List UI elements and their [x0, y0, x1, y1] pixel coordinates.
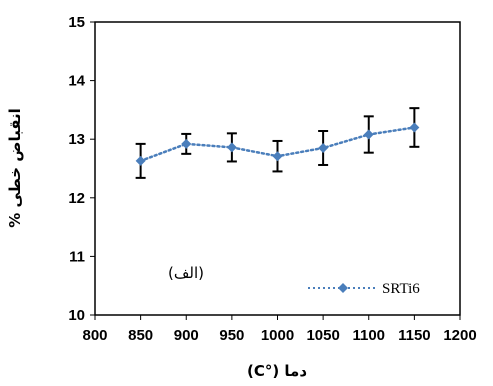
data-point	[363, 129, 374, 140]
ticks-layer: 800 850 900 950 1000 1050 1100 1150 1200 10 11 12 13…	[68, 14, 476, 344]
y-tick-label: 10	[68, 307, 85, 324]
y-tick-label: 15	[68, 14, 85, 31]
x-tick-label: 1150	[398, 327, 431, 344]
data-point	[272, 151, 283, 162]
legend-marker-srti6	[338, 283, 348, 293]
y-tick-label: 11	[69, 248, 85, 265]
x-tick-label: 800	[82, 327, 107, 344]
y-tick-label: 13	[68, 131, 85, 148]
y-tick-label: 14	[68, 73, 85, 90]
x-tick-label: 900	[174, 327, 199, 344]
x-tick-label: 1100	[352, 327, 385, 344]
x-tick-label: 1000	[261, 327, 294, 344]
data-point	[181, 138, 192, 149]
y-tick-label: 12	[68, 190, 85, 207]
marker-layer	[135, 122, 420, 166]
y-axis-title: انقباض خطی %	[6, 108, 24, 228]
annotation-label: (الف)	[168, 264, 204, 282]
x-tick-label: 1050	[306, 327, 339, 344]
data-point	[409, 122, 420, 133]
legend: SRTi6	[308, 281, 420, 297]
data-point	[318, 142, 329, 153]
x-axis-title: دما (°C)	[247, 362, 307, 380]
data-point	[135, 155, 146, 166]
legend-label-srti6: SRTi6	[382, 281, 420, 297]
data-point	[226, 142, 237, 153]
x-tick-label: 950	[219, 327, 244, 344]
x-tick-label: 850	[128, 327, 153, 344]
x-tick-label: 1200	[443, 327, 476, 344]
